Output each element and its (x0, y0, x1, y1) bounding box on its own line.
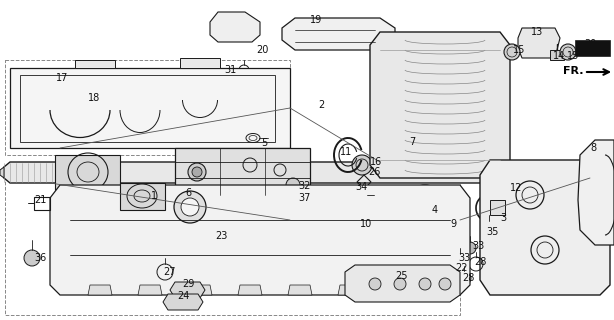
Polygon shape (175, 148, 310, 195)
Text: FR.: FR. (563, 66, 583, 76)
Polygon shape (238, 285, 262, 295)
Text: 15: 15 (513, 45, 526, 55)
Text: 32: 32 (298, 181, 310, 191)
Text: 4: 4 (432, 205, 438, 215)
Text: 2: 2 (318, 100, 324, 110)
Polygon shape (170, 282, 205, 298)
Circle shape (369, 278, 381, 290)
Circle shape (412, 194, 438, 220)
Polygon shape (4, 162, 590, 183)
Circle shape (419, 278, 431, 290)
Polygon shape (120, 183, 165, 210)
Circle shape (560, 44, 576, 60)
Text: 35: 35 (486, 227, 499, 237)
Polygon shape (138, 285, 162, 295)
Polygon shape (163, 294, 203, 310)
Text: 33: 33 (472, 241, 484, 251)
Polygon shape (55, 155, 120, 190)
Polygon shape (188, 285, 212, 295)
Circle shape (24, 250, 40, 266)
Polygon shape (10, 68, 290, 148)
Text: 27: 27 (163, 267, 176, 277)
Polygon shape (490, 200, 505, 215)
Text: 34: 34 (355, 182, 367, 192)
Circle shape (188, 163, 206, 181)
Polygon shape (370, 32, 510, 178)
Text: 37: 37 (298, 193, 310, 203)
Text: 5: 5 (261, 138, 267, 148)
Text: 18: 18 (88, 93, 100, 103)
Text: 16: 16 (370, 157, 383, 167)
Polygon shape (338, 285, 362, 295)
Polygon shape (518, 28, 560, 58)
Polygon shape (0, 167, 4, 178)
Text: 10: 10 (360, 219, 372, 229)
Text: 15: 15 (567, 51, 580, 61)
Circle shape (174, 191, 206, 223)
Polygon shape (388, 285, 412, 295)
Circle shape (504, 44, 520, 60)
Text: 17: 17 (56, 73, 68, 83)
Circle shape (286, 188, 300, 202)
Text: 28: 28 (462, 273, 475, 283)
Polygon shape (578, 140, 614, 245)
Circle shape (454, 254, 466, 266)
Text: 19: 19 (310, 15, 322, 25)
Text: 25: 25 (395, 271, 408, 281)
Circle shape (439, 278, 451, 290)
Text: 31: 31 (224, 65, 236, 75)
Text: 13: 13 (531, 27, 543, 37)
Text: 7: 7 (409, 137, 415, 147)
Polygon shape (575, 40, 610, 56)
Text: 3: 3 (500, 213, 506, 223)
Text: 30: 30 (584, 39, 596, 49)
Polygon shape (50, 185, 470, 295)
Text: 11: 11 (340, 147, 352, 157)
Circle shape (286, 178, 300, 192)
Polygon shape (480, 160, 610, 295)
Polygon shape (288, 285, 312, 295)
Text: 8: 8 (590, 143, 596, 153)
Text: 12: 12 (510, 183, 523, 193)
Text: 28: 28 (474, 257, 486, 267)
Text: 6: 6 (185, 188, 191, 198)
Circle shape (181, 198, 199, 216)
Polygon shape (210, 12, 260, 42)
Polygon shape (180, 58, 220, 68)
Text: 1: 1 (151, 191, 157, 201)
Circle shape (192, 167, 202, 177)
Text: 24: 24 (177, 291, 189, 301)
Polygon shape (550, 50, 564, 60)
Polygon shape (75, 60, 115, 68)
Text: 36: 36 (34, 253, 46, 263)
Circle shape (352, 155, 372, 175)
Circle shape (394, 278, 406, 290)
Text: 22: 22 (455, 263, 467, 273)
Text: 23: 23 (215, 231, 227, 241)
Text: 20: 20 (256, 45, 268, 55)
Text: 9: 9 (450, 219, 456, 229)
Text: 33: 33 (458, 253, 470, 263)
Text: 21: 21 (34, 195, 47, 205)
Polygon shape (282, 18, 395, 50)
Text: 14: 14 (553, 51, 565, 61)
Circle shape (464, 242, 476, 254)
Circle shape (403, 185, 447, 229)
Text: 29: 29 (182, 279, 195, 289)
Text: 26: 26 (368, 167, 381, 177)
Polygon shape (88, 285, 112, 295)
Polygon shape (345, 265, 460, 302)
